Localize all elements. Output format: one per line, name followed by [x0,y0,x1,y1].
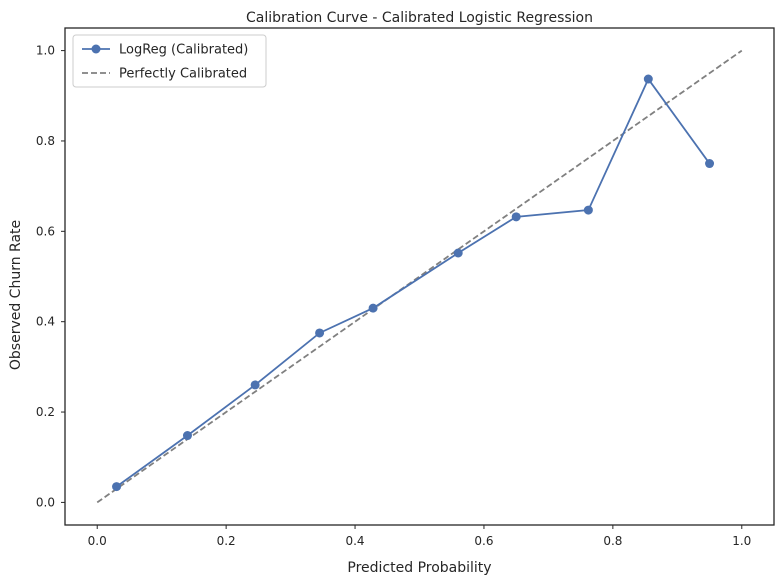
logreg-calibrated-line [116,77,711,488]
y-tick-label: 0.8 [36,134,55,148]
logreg-calibrated-point [315,328,325,338]
x-tick-label: 0.8 [603,534,622,548]
logreg-calibrated-point [705,159,715,169]
x-axis-label: Predicted Probability [347,560,491,576]
series-layer [96,49,743,504]
y-tick-label: 0.0 [36,495,55,509]
y-axis-ticks: 0.0 0.2 0.4 0.6 0.8 1.0 [36,44,65,509]
legend-swatch-logreg-marker [91,44,101,54]
x-tick-label: 0.0 [88,534,107,548]
plot-frame [64,27,775,526]
x-tick-label: 0.6 [474,534,493,548]
y-tick-label: 0.2 [36,405,55,419]
logreg-calibrated-point [250,380,260,390]
legend-box [72,34,267,88]
y-tick-label: 0.4 [36,315,55,329]
logreg-calibrated-point [583,205,593,215]
legend-entry-logreg: LogReg (Calibrated) [119,43,248,58]
x-tick-label: 1.0 [732,534,751,548]
y-tick-label: 0.6 [36,224,55,238]
logreg-calibrated-point [643,74,653,84]
chart-title: Calibration Curve - Calibrated Logistic … [246,10,593,26]
legend: LogReg (Calibrated) Perfectly Calibrated [72,34,267,88]
logreg-calibrated-point [453,248,463,258]
logreg-calibrated-point [511,212,521,222]
x-tick-label: 0.4 [345,534,364,548]
legend-entry-perfect: Perfectly Calibrated [119,67,247,82]
perfectly-calibrated-line [96,49,743,504]
x-axis-ticks: 0.0 0.2 0.4 0.6 0.8 1.0 [88,525,751,548]
logreg-calibrated-point [112,482,122,492]
y-tick-label: 1.0 [36,44,55,58]
logreg-calibrated-point [368,303,378,313]
y-axis-label: Observed Churn Rate [8,220,24,370]
logreg-calibrated-point [182,431,192,441]
x-tick-label: 0.2 [217,534,236,548]
